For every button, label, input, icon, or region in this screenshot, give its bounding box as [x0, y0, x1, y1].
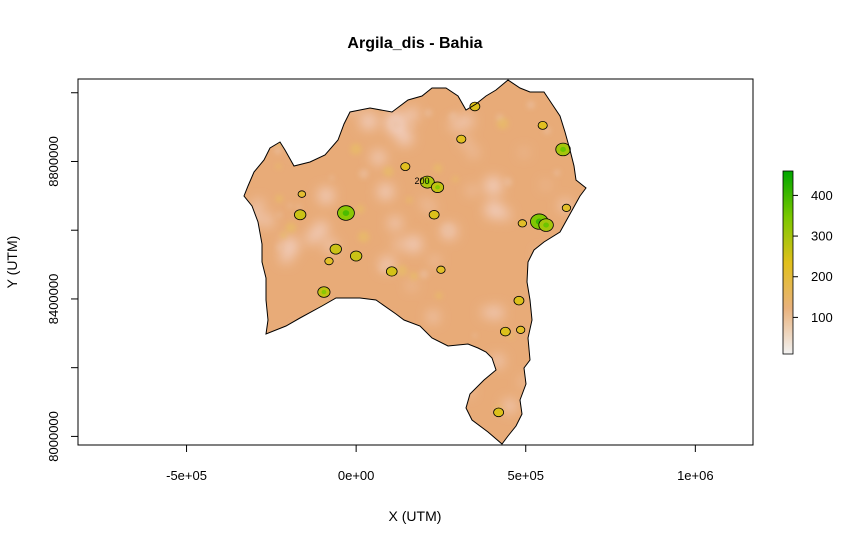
y-tick-label: 8000000: [46, 411, 61, 462]
hotspot-patch: [538, 218, 554, 232]
colorbar-ramp: [782, 170, 794, 355]
hotspot-patch: [329, 243, 342, 255]
hotspot-patch: [385, 266, 398, 277]
hotspot-patch: [436, 265, 446, 274]
hotspot-patch: [297, 190, 307, 198]
colorbar-tick-label: 100: [811, 310, 833, 325]
colorbar-tick-label: 200: [811, 269, 833, 284]
y-axis-label: Y (UTM): [4, 236, 20, 289]
state-fill: [244, 80, 586, 444]
colorbar-tick-label: 300: [811, 229, 833, 244]
colorbar-tick-label: 400: [811, 188, 833, 203]
y-axis: 8000000 8400000 8800000: [46, 92, 79, 462]
hotspot-patch: [456, 134, 467, 144]
y-tick-label: 8400000: [46, 274, 61, 325]
hotspot-patch: [469, 101, 481, 112]
hotspot-patch: [294, 209, 307, 221]
high-value-patches: [294, 101, 572, 418]
hotspot-patch: [324, 257, 334, 266]
x-axis: -5e+05 0e+00 5e+05 1e+06: [166, 444, 714, 483]
contour-label: 200: [414, 176, 429, 186]
hotspot-patch: [337, 205, 355, 221]
hotspot-patch: [420, 175, 435, 189]
hotspot-patch: [537, 120, 548, 130]
state-raster: [243, 79, 587, 445]
hotspot-patch: [500, 326, 511, 337]
hotspot-patch: [428, 210, 440, 220]
hotspot-patch: [493, 407, 504, 418]
hotspot-patch: [513, 295, 525, 306]
y-tick-label: 8800000: [46, 136, 61, 187]
x-tick-label: 0e+00: [338, 468, 375, 483]
state-boundary: [243, 79, 587, 445]
hotspot-patch: [431, 181, 445, 193]
x-axis-label: X (UTM): [389, 508, 442, 524]
hotspot-patch: [561, 203, 572, 212]
hotspot-patch: [517, 219, 527, 228]
colorbar: 100 200 300 400: [782, 170, 833, 355]
hotspot-patch: [349, 250, 363, 262]
x-tick-label: -5e+05: [166, 468, 207, 483]
x-tick-label: 1e+06: [677, 468, 714, 483]
hotspot-patch: [516, 325, 526, 334]
map-title: Argila_dis - Bahia: [347, 35, 482, 52]
colorbar-ticks: 100 200 300 400: [793, 188, 833, 325]
x-tick-label: 5e+05: [507, 468, 544, 483]
hotspot-patch: [400, 162, 411, 172]
hotspot-patch: [317, 286, 331, 298]
